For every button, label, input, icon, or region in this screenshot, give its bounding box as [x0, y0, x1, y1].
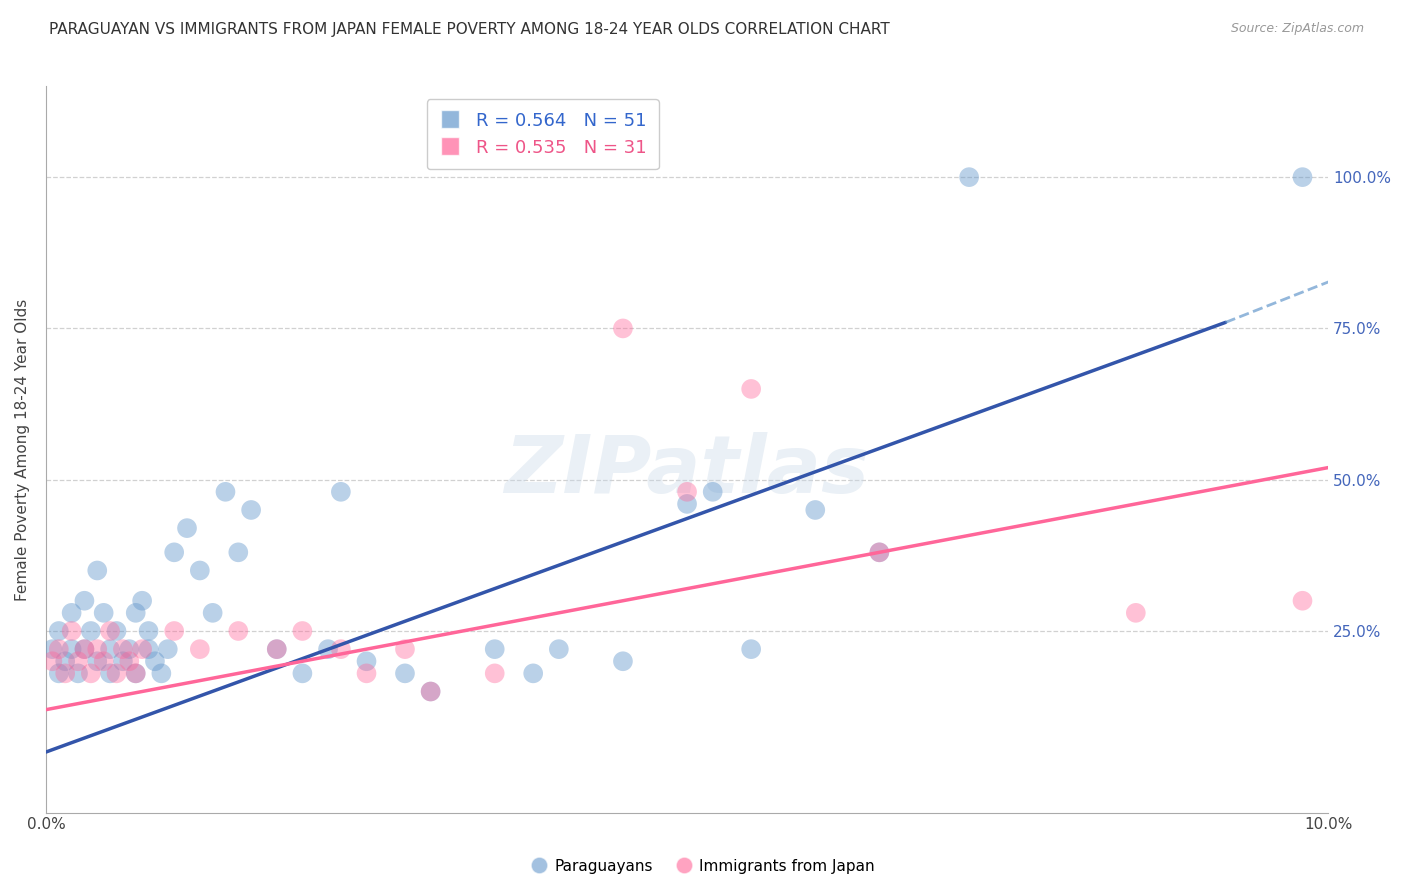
Point	[163, 545, 186, 559]
Point	[66, 654, 89, 668]
Point	[125, 666, 148, 681]
Point	[125, 606, 148, 620]
Point	[676, 484, 699, 499]
Point	[86, 564, 108, 578]
Point	[138, 624, 160, 638]
Point	[419, 684, 441, 698]
Point	[111, 654, 134, 668]
Point	[93, 654, 115, 668]
Legend: Paraguayans, Immigrants from Japan: Paraguayans, Immigrants from Japan	[526, 853, 880, 880]
Point	[48, 666, 70, 681]
Point	[1291, 593, 1313, 607]
Point	[484, 642, 506, 657]
Point	[53, 666, 76, 681]
Point	[48, 624, 70, 638]
Point	[176, 521, 198, 535]
Point	[419, 684, 441, 698]
Point	[86, 654, 108, 668]
Point	[266, 642, 288, 657]
Point	[740, 642, 762, 657]
Point	[240, 503, 263, 517]
Point	[98, 624, 121, 638]
Point	[118, 642, 141, 657]
Point	[80, 666, 103, 681]
Point	[188, 642, 211, 657]
Point	[804, 503, 827, 517]
Point	[66, 666, 89, 681]
Point	[329, 642, 352, 657]
Point	[676, 497, 699, 511]
Point	[105, 624, 128, 638]
Point	[201, 606, 224, 620]
Point	[41, 642, 63, 657]
Point	[356, 666, 378, 681]
Point	[98, 666, 121, 681]
Point	[150, 666, 173, 681]
Point	[702, 484, 724, 499]
Point	[143, 654, 166, 668]
Point	[226, 545, 249, 559]
Point	[394, 642, 416, 657]
Point	[266, 642, 288, 657]
Text: Source: ZipAtlas.com: Source: ZipAtlas.com	[1230, 22, 1364, 36]
Point	[86, 642, 108, 657]
Point	[48, 642, 70, 657]
Text: PARAGUAYAN VS IMMIGRANTS FROM JAPAN FEMALE POVERTY AMONG 18-24 YEAR OLDS CORRELA: PARAGUAYAN VS IMMIGRANTS FROM JAPAN FEMA…	[49, 22, 890, 37]
Point	[868, 545, 890, 559]
Point	[93, 606, 115, 620]
Point	[125, 666, 148, 681]
Point	[60, 642, 83, 657]
Point	[484, 666, 506, 681]
Point	[73, 642, 96, 657]
Point	[188, 564, 211, 578]
Point	[1125, 606, 1147, 620]
Point	[740, 382, 762, 396]
Point	[612, 321, 634, 335]
Text: ZIPatlas: ZIPatlas	[505, 433, 869, 510]
Point	[138, 642, 160, 657]
Point	[98, 642, 121, 657]
Point	[329, 484, 352, 499]
Y-axis label: Female Poverty Among 18-24 Year Olds: Female Poverty Among 18-24 Year Olds	[15, 298, 30, 600]
Point	[80, 624, 103, 638]
Point	[612, 654, 634, 668]
Legend: R = 0.564   N = 51, R = 0.535   N = 31: R = 0.564 N = 51, R = 0.535 N = 31	[427, 99, 659, 169]
Point	[226, 624, 249, 638]
Point	[214, 484, 236, 499]
Point	[111, 642, 134, 657]
Point	[957, 170, 980, 185]
Point	[868, 545, 890, 559]
Point	[105, 666, 128, 681]
Point	[60, 606, 83, 620]
Point	[163, 624, 186, 638]
Point	[131, 593, 153, 607]
Point	[73, 593, 96, 607]
Point	[118, 654, 141, 668]
Point	[291, 624, 314, 638]
Point	[41, 654, 63, 668]
Point	[1291, 170, 1313, 185]
Point	[547, 642, 569, 657]
Point	[73, 642, 96, 657]
Point	[316, 642, 339, 657]
Point	[53, 654, 76, 668]
Point	[291, 666, 314, 681]
Point	[394, 666, 416, 681]
Point	[356, 654, 378, 668]
Point	[522, 666, 544, 681]
Point	[156, 642, 179, 657]
Point	[131, 642, 153, 657]
Point	[60, 624, 83, 638]
